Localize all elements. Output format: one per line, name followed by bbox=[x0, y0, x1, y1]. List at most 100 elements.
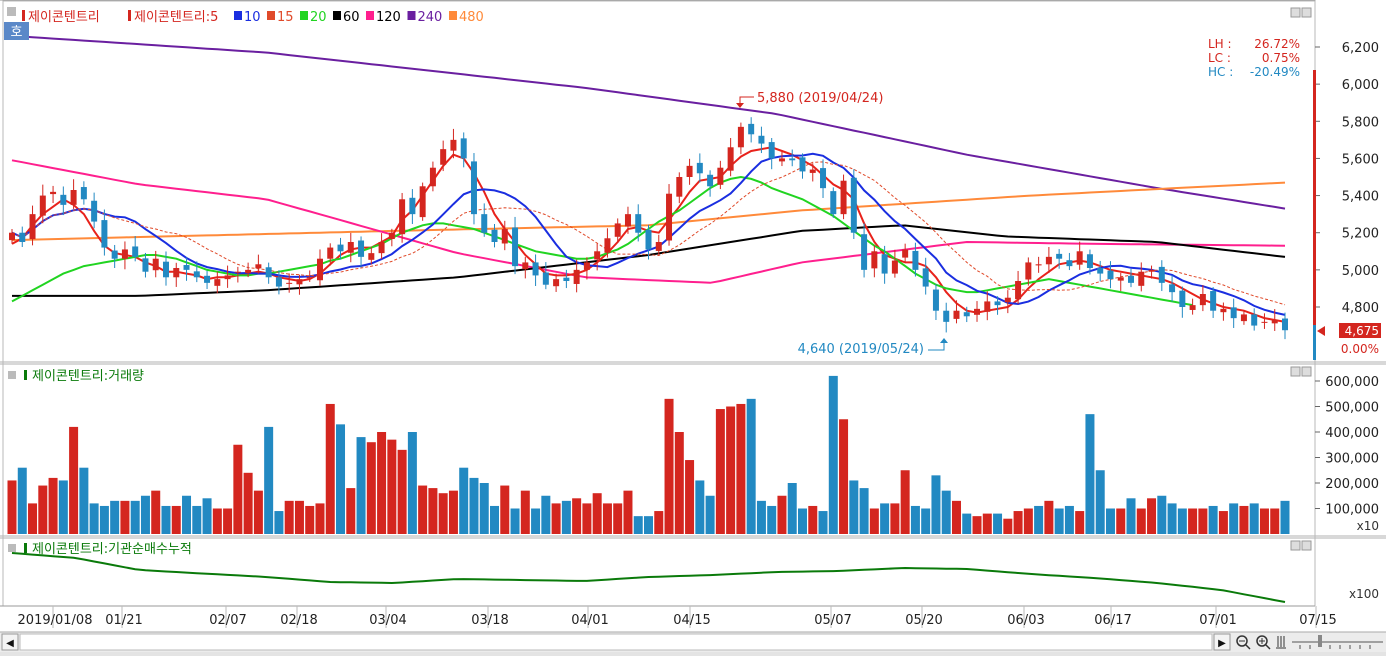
volume-bar bbox=[1044, 500, 1054, 534]
x-tick-label: 06/03 bbox=[1007, 613, 1044, 628]
volume-panel-menu-icon[interactable] bbox=[8, 371, 16, 379]
candle-body bbox=[963, 312, 970, 317]
legend-swatch bbox=[407, 11, 416, 20]
candle-body bbox=[481, 214, 488, 233]
quote-badge[interactable] bbox=[4, 22, 29, 40]
volume-bar bbox=[1126, 498, 1136, 534]
legend-swatch bbox=[366, 11, 374, 20]
volume-bar bbox=[1249, 503, 1259, 534]
scroll-left-arrow[interactable]: ◀ bbox=[6, 638, 14, 649]
candle-body bbox=[234, 271, 241, 273]
volume-bar bbox=[192, 505, 202, 534]
volume-bar bbox=[1218, 511, 1228, 534]
volume-bar bbox=[592, 493, 602, 534]
candle-body bbox=[522, 262, 529, 270]
panel-menu-icon[interactable] bbox=[7, 7, 16, 16]
volume-bar bbox=[602, 503, 612, 534]
volume-tick-label: 500,000 bbox=[1325, 401, 1379, 416]
volume-bar bbox=[551, 503, 561, 534]
bar-width-icon[interactable] bbox=[1276, 636, 1286, 649]
legend-item: 60 bbox=[343, 10, 360, 25]
volume-bar bbox=[972, 516, 982, 534]
candle-body bbox=[912, 250, 919, 270]
candle-body bbox=[809, 169, 816, 173]
price-axis: 6,200 6,000 5,800 5,600 5,400 5,200 5,000 4,800 bbox=[1315, 41, 1379, 316]
institutional-cumulative-line bbox=[11, 552, 1286, 603]
candle-body bbox=[717, 167, 724, 185]
candle-body bbox=[1199, 294, 1206, 306]
price-tick-label: 6,000 bbox=[1342, 78, 1379, 93]
legend-item: 480 bbox=[459, 10, 484, 25]
candle-body bbox=[583, 262, 590, 270]
candle-body bbox=[727, 147, 734, 171]
volume-tick-label: 300,000 bbox=[1325, 452, 1379, 467]
x-tick-label: 03/18 bbox=[471, 613, 508, 628]
inst-panel-menu-icon[interactable] bbox=[8, 544, 16, 552]
volume-bar bbox=[736, 403, 746, 534]
volume-bar bbox=[756, 500, 766, 534]
candle-body bbox=[748, 123, 755, 135]
candle-body bbox=[830, 191, 837, 215]
ma120-line bbox=[11, 159, 1286, 284]
candle-body bbox=[891, 260, 898, 274]
candlesticks bbox=[9, 117, 1288, 340]
volume-bar bbox=[1229, 503, 1239, 534]
candle-body bbox=[347, 242, 354, 253]
zoom-in-icon[interactable] bbox=[1256, 635, 1271, 650]
volume-bar bbox=[510, 508, 520, 534]
candle-body bbox=[871, 251, 878, 269]
candle-body bbox=[850, 177, 857, 233]
x-tick-label: 01/21 bbox=[105, 613, 142, 628]
x-tick-label: 02/18 bbox=[280, 613, 317, 628]
volume-bar bbox=[962, 513, 972, 534]
zoom-out-icon[interactable] bbox=[1236, 635, 1251, 650]
x-tick-label: 2019/01/08 bbox=[18, 613, 93, 628]
inst-legend-swatch bbox=[24, 543, 27, 553]
volume-bar bbox=[161, 505, 171, 534]
volume-bar bbox=[1013, 511, 1023, 534]
volume-bar bbox=[28, 503, 38, 534]
candle-body bbox=[820, 168, 827, 189]
candle-body bbox=[737, 126, 744, 148]
candle-body bbox=[450, 139, 457, 151]
volume-bar bbox=[1259, 508, 1269, 534]
volume-bar bbox=[346, 488, 356, 534]
volume-bar bbox=[951, 500, 961, 534]
candle-body bbox=[594, 251, 601, 260]
candle-body bbox=[1045, 256, 1052, 265]
candle-body bbox=[799, 157, 806, 172]
volume-bar bbox=[438, 493, 448, 534]
volume-bar bbox=[1177, 508, 1187, 534]
volume-bar bbox=[253, 490, 263, 534]
legend-swatch bbox=[128, 10, 131, 21]
volume-bar bbox=[705, 495, 715, 534]
volume-bar bbox=[99, 505, 109, 534]
current-price: 4,675 bbox=[1345, 324, 1379, 338]
candle-body bbox=[1179, 290, 1186, 307]
scroll-right-arrow[interactable]: ▶ bbox=[1218, 638, 1226, 649]
volume-bar bbox=[685, 460, 695, 534]
volume-bar bbox=[941, 490, 951, 534]
volume-bar bbox=[561, 500, 571, 534]
zoom-slider[interactable] bbox=[1292, 635, 1383, 649]
x-tick-label: 05/20 bbox=[905, 613, 942, 628]
legend-item: 20 bbox=[310, 10, 327, 25]
candle-body bbox=[1015, 281, 1022, 300]
panel-controls[interactable] bbox=[1290, 7, 1312, 551]
candle-body bbox=[29, 214, 36, 240]
candle-body bbox=[563, 277, 570, 281]
high-label: 5,880 (2019/04/24) bbox=[757, 91, 883, 106]
price-tick-label: 4,800 bbox=[1342, 301, 1379, 316]
candle-body bbox=[1056, 253, 1063, 259]
candle-body bbox=[1158, 266, 1165, 283]
volume-bar bbox=[931, 475, 941, 534]
candle-body bbox=[132, 246, 139, 257]
candle-body bbox=[984, 301, 991, 312]
volume-bar bbox=[818, 511, 828, 534]
volume-bar bbox=[767, 505, 777, 534]
volume-bar bbox=[1064, 505, 1074, 534]
volume-bar bbox=[746, 398, 756, 534]
bottom-scrollbar[interactable]: ◀ ▶ bbox=[0, 631, 1386, 652]
price-tick-label: 6,200 bbox=[1342, 41, 1379, 56]
volume-bar bbox=[1105, 508, 1115, 534]
